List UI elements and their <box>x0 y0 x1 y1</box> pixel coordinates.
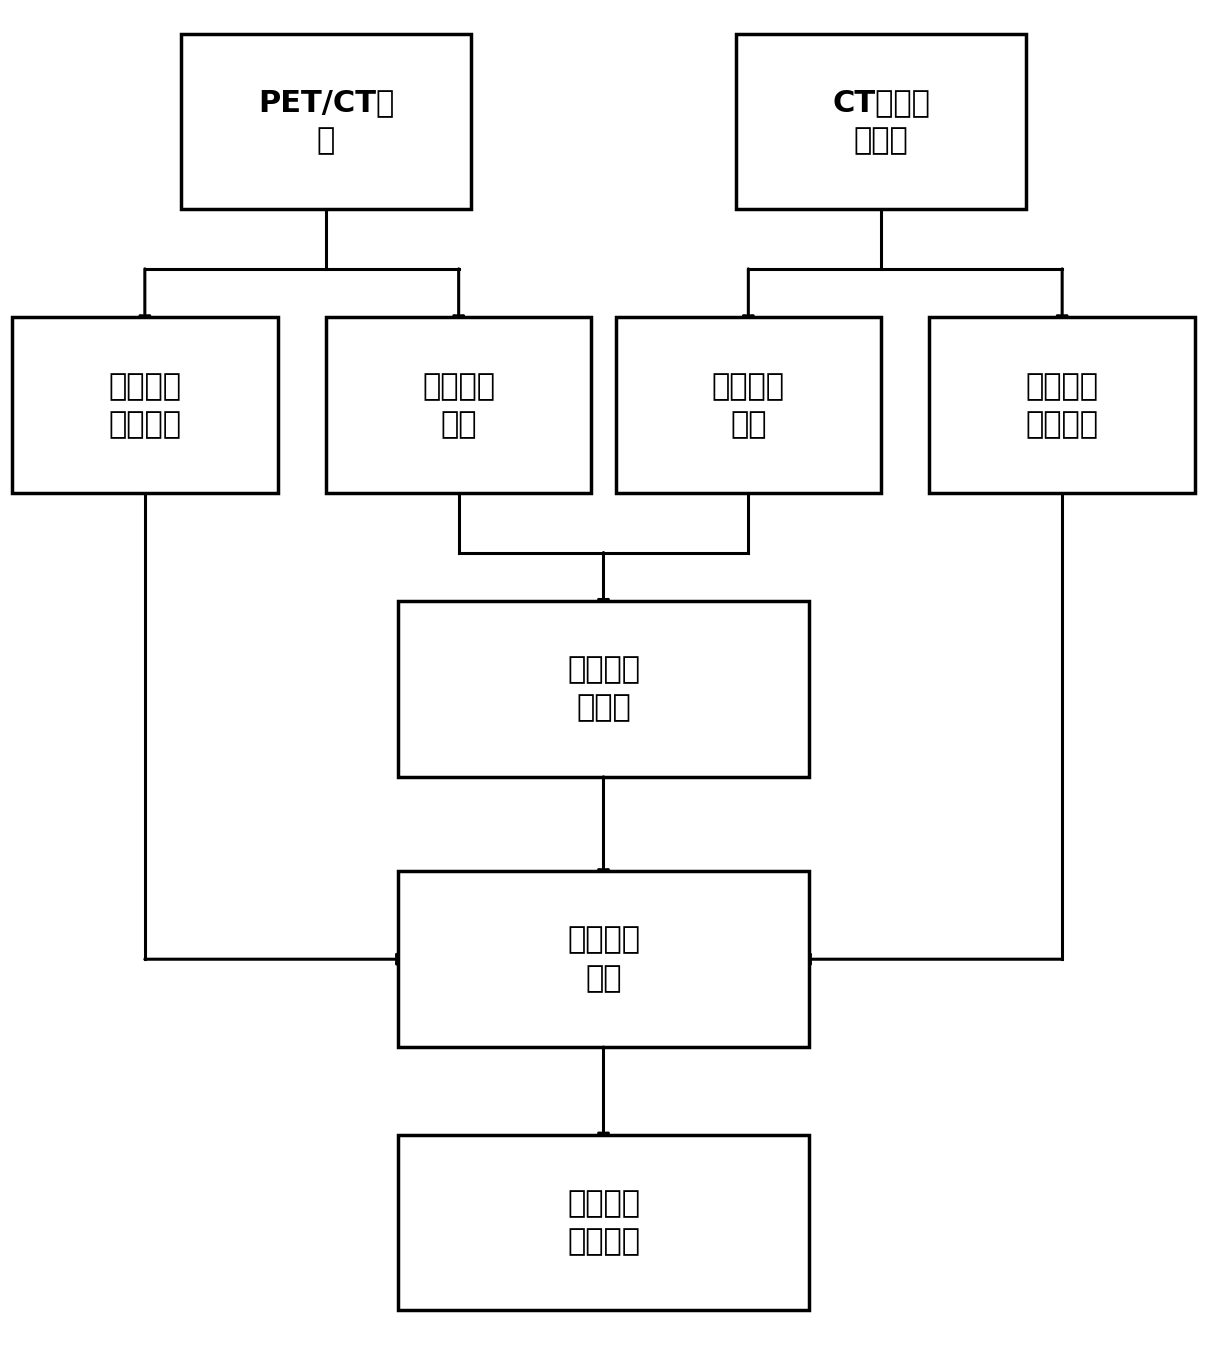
Bar <box>929 317 1195 493</box>
Text: 左心室心
肌层分割: 左心室心 肌层分割 <box>109 372 181 439</box>
Bar <box>181 34 471 209</box>
Text: CT冠脉造
影扫描: CT冠脉造 影扫描 <box>832 88 931 155</box>
Text: 整体心脏
分割: 整体心脏 分割 <box>422 372 495 439</box>
Bar <box>398 871 809 1047</box>
Text: PET/CT扫
描: PET/CT扫 描 <box>258 88 393 155</box>
Bar <box>326 317 591 493</box>
Text: 全心脏区
域配准: 全心脏区 域配准 <box>567 655 640 723</box>
Bar <box>398 601 809 777</box>
Text: 心肌区域
配准: 心肌区域 配准 <box>567 925 640 993</box>
Text: 左心室心
肌层分割: 左心室心 肌层分割 <box>1026 372 1098 439</box>
Text: 整体心脏
分割: 整体心脏 分割 <box>712 372 785 439</box>
Bar <box>12 317 278 493</box>
Bar <box>616 317 881 493</box>
Bar <box>736 34 1026 209</box>
Text: 心肌梗死
区域判别: 心肌梗死 区域判别 <box>567 1189 640 1256</box>
Bar <box>398 1135 809 1310</box>
